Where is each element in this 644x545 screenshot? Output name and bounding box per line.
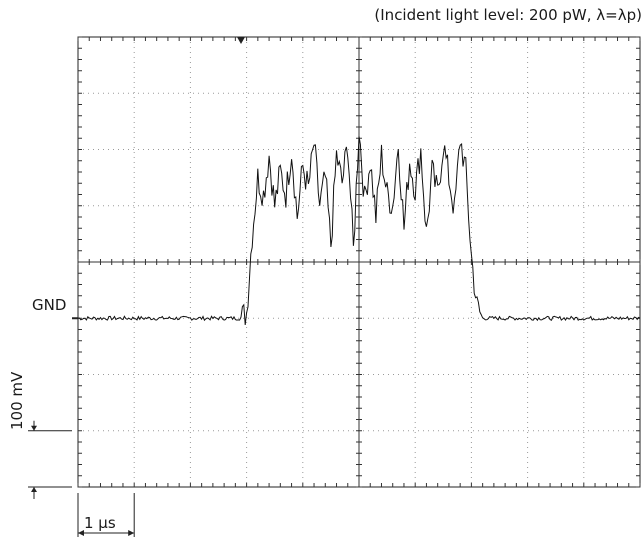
vscale-arrow-up-icon (31, 487, 37, 492)
incident-light-annotation: (Incident light level: 200 pW, λ=λp) (374, 6, 642, 24)
trigger-marker-icon (237, 37, 245, 44)
vertical-scale-label: 100 mV (8, 371, 26, 430)
gnd-label: GND (32, 296, 67, 314)
vertical-scale-indicator (28, 420, 72, 499)
graticule-ticks (77, 36, 641, 488)
vscale-arrow-down-icon (31, 425, 37, 431)
hscale-arrow-left-icon (78, 530, 84, 536)
hscale-arrow-right-icon (128, 530, 135, 536)
horizontal-scale-label: 1 μs (84, 514, 116, 532)
signal-trace (77, 136, 641, 326)
horizontal-scale-indicator (77, 493, 135, 537)
